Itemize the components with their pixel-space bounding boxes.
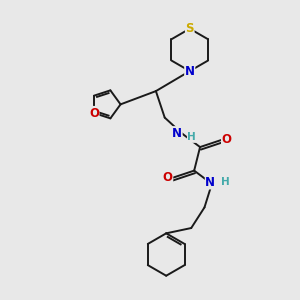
Text: N: N <box>206 176 215 189</box>
Text: O: O <box>163 172 173 184</box>
Text: H: H <box>188 132 196 142</box>
Text: O: O <box>89 106 99 119</box>
Text: S: S <box>185 22 194 35</box>
Text: N: N <box>185 64 195 78</box>
Text: N: N <box>172 127 182 140</box>
Text: H: H <box>221 177 230 188</box>
Text: O: O <box>222 133 232 146</box>
